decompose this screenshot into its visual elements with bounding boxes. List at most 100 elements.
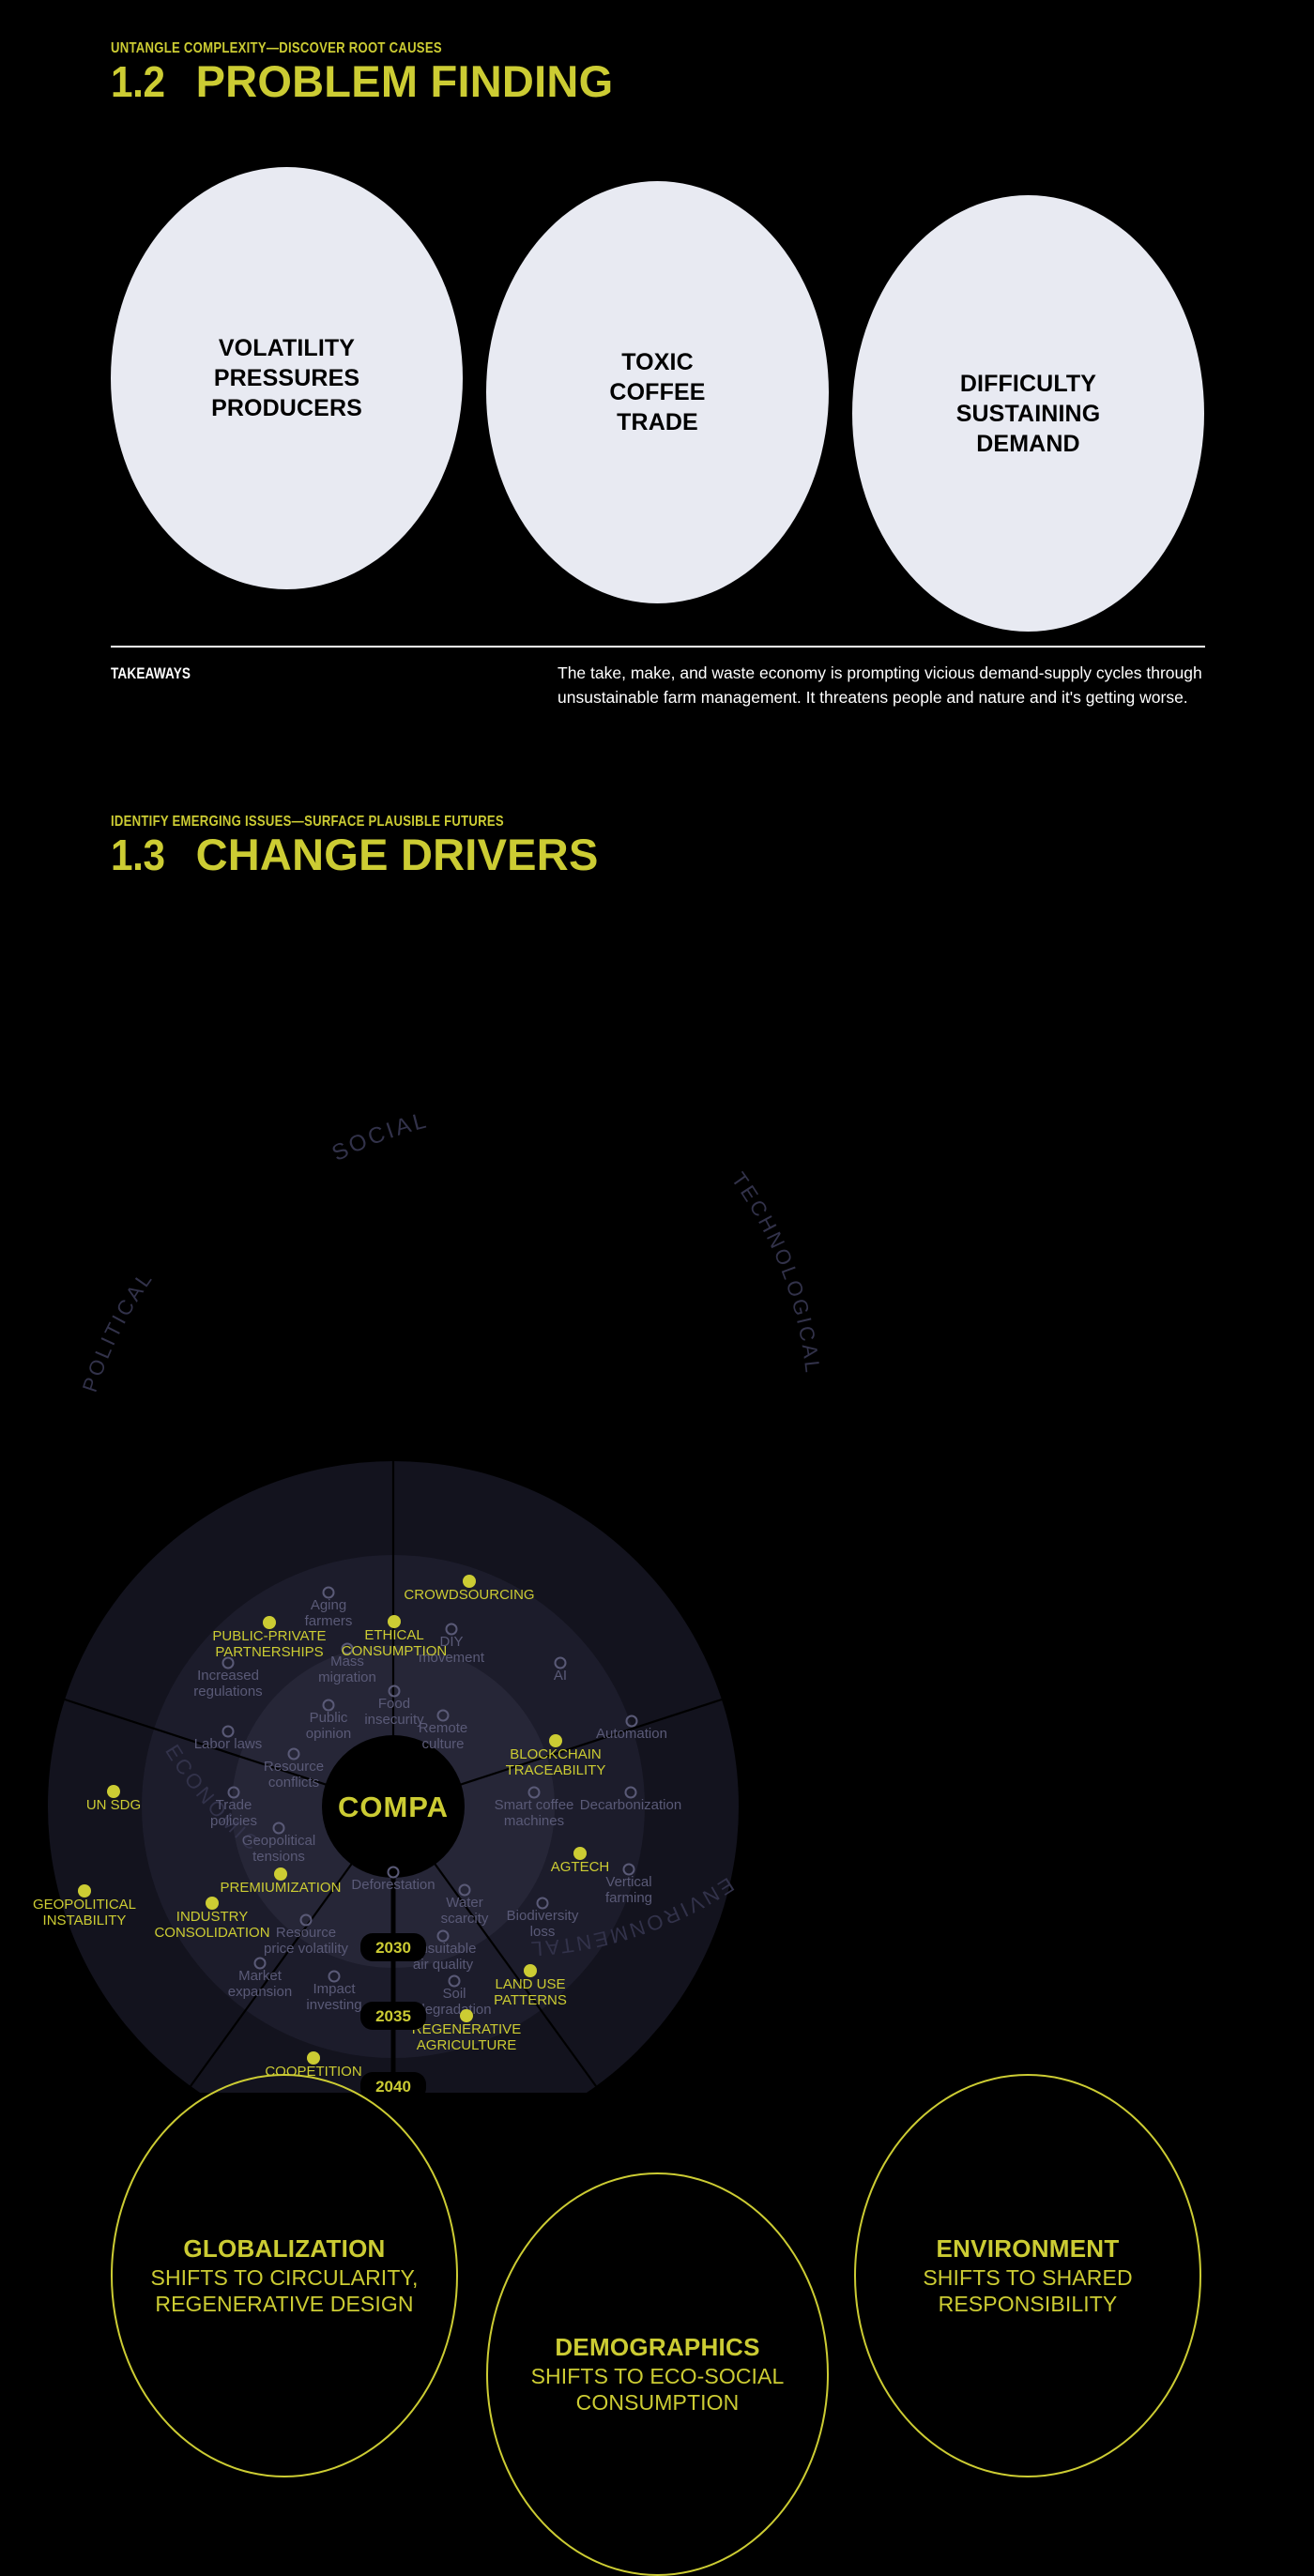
section-number: 1.3 (111, 831, 165, 879)
year-label: 2035 (375, 2007, 411, 2025)
radar-node-marker (388, 1684, 401, 1698)
radar-node-label: Remote culture (419, 1720, 468, 1752)
radar-node-marker (222, 1656, 235, 1669)
outcome-title: GLOBALIZATION (183, 2234, 386, 2263)
outcome-title: DEMOGRAPHICS (555, 2333, 760, 2361)
year-marker: 2040 (360, 2072, 426, 2093)
radar-highlight-marker (274, 1867, 287, 1881)
radar-node-marker (436, 1929, 450, 1943)
outcome-subtitle: SHIFTS TO ECO-SOCIAL CONSUMPTION (530, 2363, 785, 2416)
radar-node-marker (436, 1709, 450, 1722)
radar-highlight-marker (307, 2051, 320, 2065)
problem-ellipse-group: VOLATILITY PRESSURES PRODUCERS TOXIC COF… (0, 167, 1314, 632)
radar-node-label: Resource price volatility (264, 1925, 349, 1957)
radar-node-label: DIY movement (419, 1634, 485, 1666)
radar-highlight-nodes: CROWDSOURCING ETHICAL CONSUMPTION PUBLIC-PR… (33, 1575, 610, 2080)
radar-node-marker (387, 1866, 400, 1879)
problem-line: SUSTAINING (955, 400, 1101, 427)
radar-node-marker (322, 1586, 335, 1599)
year-pill (360, 1933, 426, 1961)
radar-highlight-marker (388, 1615, 401, 1628)
radar-highlight-label: UN SDG (86, 1797, 141, 1813)
radar-highlight-label: AGTECH (551, 1859, 610, 1875)
radar-highlight-marker (549, 1734, 562, 1747)
year-marker: 2030 (360, 1933, 426, 1961)
outcome-subtitle: SHIFTS TO CIRCULARITY, REGENERATIVE DESI… (150, 2264, 419, 2317)
radar-node-label: Decarbonization (580, 1797, 681, 1813)
radar-center-disc (322, 1735, 465, 1878)
radar-node-marker (445, 1623, 458, 1636)
radar-highlight-marker (460, 2009, 473, 2022)
radar-node-marker (287, 1747, 300, 1761)
radar-highlight-label: INDUSTRY CONSOLIDATION (154, 1909, 269, 1941)
radar-node-marker (253, 1957, 267, 1970)
timeline-year-markers: 2030 2035 2040 (360, 1933, 426, 2093)
radar-node-marker (272, 1821, 285, 1835)
section-header-change-drivers: IDENTIFY EMERGING ISSUES—SURFACE PLAUSIB… (111, 815, 599, 879)
outcome-card: DEMOGRAPHICS SHIFTS TO ECO-SOCIAL CONSUM… (486, 2172, 829, 2576)
radar-node-marker (448, 1974, 461, 1988)
year-pill (360, 2072, 426, 2093)
outcome-subtitle: SHIFTS TO SHARED RESPONSIBILITY (923, 2264, 1133, 2317)
radar-highlight-marker (524, 1964, 537, 1977)
radar-highlight-marker (78, 1884, 91, 1898)
page-title: CHANGE DRIVERS (195, 830, 599, 879)
radar-node-label: AI (554, 1668, 567, 1684)
radar-node-marker (536, 1897, 549, 1910)
problem-card: TOXIC COFFEE TRADE (486, 181, 829, 603)
radar-node-label: Public opinion (306, 1710, 351, 1742)
quadrant-label-political: POLITICAL (78, 1266, 158, 1395)
radar-node-marker (322, 1699, 335, 1712)
radar-node-marker (222, 1725, 235, 1738)
radar-highlight-marker (463, 1575, 476, 1588)
quadrant-label-social: SOCIAL (328, 1107, 431, 1166)
takeaways-label: TAKEAWAYS (111, 664, 191, 682)
compa-logo: COMPA (338, 1791, 449, 1823)
radar-highlight-marker (573, 1847, 587, 1860)
radar-node-marker (625, 1715, 638, 1728)
problem-line: PRESSURES (213, 365, 360, 391)
problem-line: DIFFICULTY (959, 370, 1097, 397)
radar-node-marker (299, 1913, 313, 1927)
takeaways-divider (111, 646, 1205, 648)
outcome-card: GLOBALIZATION SHIFTS TO CIRCULARITY, REG… (111, 2074, 458, 2477)
section-kicker: UNTANGLE COMPLEXITY—DISCOVER ROOT CAUSES (111, 40, 442, 56)
year-marker: 2035 (360, 2002, 426, 2030)
problem-line: TRADE (617, 409, 698, 435)
problem-line: DEMAND (976, 430, 1080, 457)
radar-node-label: Deforestation (351, 1877, 435, 1893)
radar-node-label: Water scarcity (441, 1895, 489, 1927)
radar-node-label: Food insecurity (364, 1696, 424, 1728)
radar-node-label: Resource conflicts (264, 1759, 324, 1791)
radar-highlight-label: REGENERATIVE AGRICULTURE (412, 2021, 521, 2053)
year-label: 2030 (375, 1939, 411, 1957)
radar-node-label: Biodiversity loss (507, 1908, 579, 1940)
radar-muted-nodes: Aging farmers DIY movement Increased regulati… (193, 1586, 681, 2018)
radar-highlight-label: PUBLIC-PRIVATE PARTNERSHIPS (212, 1628, 326, 1660)
radar-node-marker (227, 1786, 240, 1799)
section-number: 1.2 (111, 57, 165, 106)
radar-node-label: Increased regulations (193, 1668, 262, 1700)
radar-highlight-label: PREMIUMIZATION (221, 1880, 342, 1896)
radar-node-marker (622, 1863, 635, 1876)
radar-highlight-label: GEOPOLITICAL INSTABILITY (33, 1897, 136, 1928)
problem-line: PRODUCERS (211, 395, 362, 421)
radar-node-label: Smart coffee machines (495, 1797, 574, 1829)
radar-node-label: Mass migration (318, 1654, 376, 1685)
radar-highlight-marker (263, 1616, 276, 1629)
radar-node-label: Vertical farming (605, 1874, 652, 1906)
radar-node-marker (527, 1786, 541, 1799)
radar-highlight-label: CROWDSOURCING (404, 1587, 534, 1603)
problem-card: DIFFICULTY SUSTAINING DEMAND (852, 195, 1204, 632)
outcome-card: ENVIRONMENT SHIFTS TO SHARED RESPONSIBIL… (854, 2074, 1201, 2477)
problem-line: COFFEE (609, 379, 706, 405)
radar-node-label: Labor laws (194, 1736, 263, 1752)
radar-highlight-label: ETHICAL CONSUMPTION (342, 1627, 448, 1659)
outcome-title: ENVIRONMENT (936, 2234, 1120, 2263)
outcome-ellipse-group: GLOBALIZATION SHIFTS TO CIRCULARITY, REG… (0, 2074, 1314, 2576)
takeaways-body: The take, make, and waste economy is pro… (558, 663, 1202, 707)
radar-node-label: Automation (596, 1726, 667, 1742)
radar-node-marker (341, 1642, 354, 1655)
radar-highlight-label: BLOCKCHAIN TRACEABILITY (506, 1746, 606, 1778)
radar-node-label: Soil degradation (417, 1986, 491, 2018)
